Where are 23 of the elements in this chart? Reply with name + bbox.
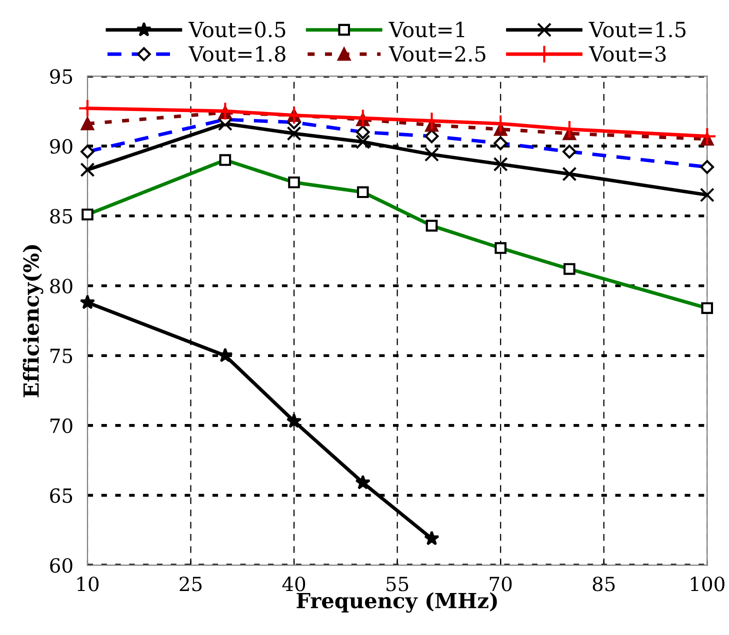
y-tick-label: 80 <box>50 278 72 294</box>
legend-label: Vout=1 <box>388 22 464 38</box>
y-tick-label: 70 <box>50 418 72 434</box>
y-axis-title: Efficiency(%) <box>22 245 44 398</box>
x-tick-label: 25 <box>180 576 202 592</box>
legend-label: Vout=1.5 <box>588 22 686 38</box>
x-tick-label: 85 <box>592 576 615 592</box>
x-axis-title: Frequency (MHz) <box>296 592 497 613</box>
y-tick-label: 95 <box>50 69 72 84</box>
x-tick-label: 10 <box>77 576 99 592</box>
legend-label: Vout=1.8 <box>188 46 286 62</box>
x-tick-label: 100 <box>690 576 724 592</box>
y-tick-label: 60 <box>50 558 72 573</box>
legend-label: Vout=0.5 <box>188 22 286 38</box>
y-tick-label: 85 <box>50 208 72 224</box>
x-tick-label: 55 <box>386 576 408 592</box>
legend-label: Vout=3 <box>588 46 666 62</box>
y-tick-label: 90 <box>50 139 72 154</box>
y-tick-label: 75 <box>50 348 72 364</box>
legend-label: Vout=2.5 <box>388 46 486 62</box>
x-tick-label: 40 <box>282 576 306 592</box>
x-tick-label: 70 <box>490 576 512 592</box>
y-tick-label: 65 <box>50 488 72 503</box>
